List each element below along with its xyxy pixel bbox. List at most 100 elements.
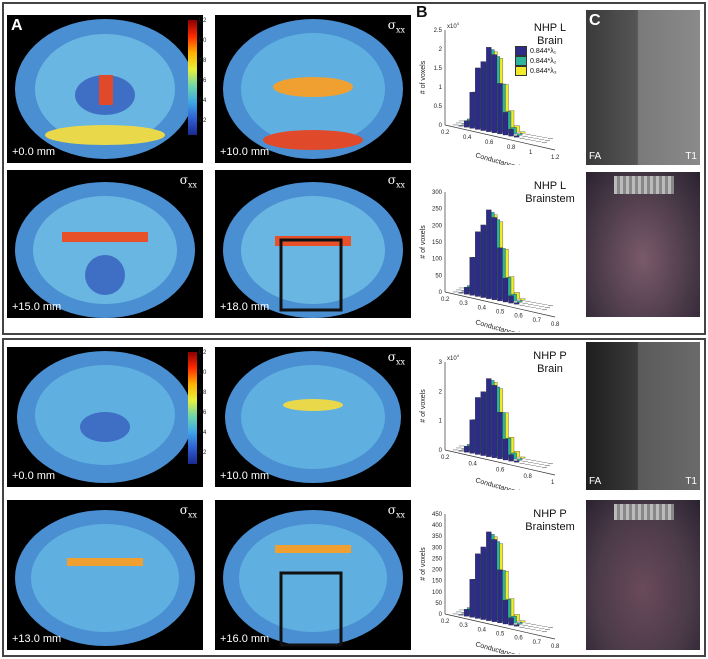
- brain-slice-image: [223, 182, 403, 318]
- y-tick-label: 250: [432, 207, 443, 213]
- x-tick-label: 0.4: [469, 461, 478, 467]
- histogram-bar: [502, 278, 509, 303]
- slice-position-label: +13.0 mm: [12, 633, 62, 645]
- x-tick-label: 0.3: [459, 623, 468, 629]
- histogram-bar: [513, 135, 520, 138]
- histogram-bar: [469, 257, 475, 296]
- histogram-bar: [480, 391, 486, 456]
- histogram-bar: [513, 624, 520, 627]
- legend-swatch: [515, 56, 527, 66]
- colorbar-tick: 0.2: [198, 118, 207, 124]
- histogram-title: NHP L Brain: [533, 22, 567, 47]
- histogram-nhp-l-brainstem: 300 250 200 150 100 50 00.2 0.3 0.4 0.5 0.6 0.7 0.8 #…: [420, 190, 560, 332]
- sigma-label: σxx: [179, 173, 197, 190]
- histogram-bar: [508, 617, 514, 626]
- slice-position-label: +16.0 mm: [220, 633, 270, 645]
- histogram-bar: [516, 458, 523, 461]
- histogram-nhp-l-brain: 2.5 2 1.5 1 0.5 00.2 0.4 0.6 0.8 1 1.2 # of voxels C…: [420, 21, 560, 165]
- legend-label: 0.844*λ₁: [530, 47, 557, 55]
- axis-multiplier: x104: [447, 21, 460, 30]
- histogram-nhp-p-brainstem: 450 400 350 300 250 200 150 100 50 00.2 0.3 0.4 0.5 0…: [420, 512, 560, 654]
- colorbar-tick: 1.0: [198, 38, 207, 44]
- slice-position-label: +0.0 mm: [12, 146, 56, 158]
- x-tick-label: 0.8: [524, 474, 533, 480]
- histogram-bar: [519, 456, 526, 459]
- slice-top-4: +18.0 mm σxx: [215, 170, 411, 318]
- slice-position-label: +18.0 mm: [220, 301, 270, 313]
- y-tick-label: 150: [432, 579, 443, 585]
- fa-t1-bottom: FA T1: [586, 342, 700, 490]
- histogram-bar: [516, 622, 523, 625]
- legend-swatch: [515, 66, 527, 76]
- histogram-bar: [463, 120, 470, 128]
- histogram-bar: [458, 292, 464, 294]
- slice-bottom-2: +10.0 mm σxx: [215, 347, 411, 487]
- x-axis-label: Conductance (S/m): [474, 641, 534, 654]
- histogram-bar: [497, 569, 503, 624]
- x-tick-label: 0.5: [496, 310, 505, 316]
- brain-slice-image: [15, 510, 195, 646]
- panel-label-c: C: [589, 12, 601, 29]
- colorbar-tick: 0.4: [198, 430, 207, 436]
- x-tick-label: 0.2: [441, 455, 450, 461]
- x-tick-label: 1.2: [551, 155, 560, 161]
- histogram-bar: [508, 295, 514, 304]
- y-tick-label: 2: [439, 389, 443, 395]
- y-tick-label: 0: [439, 290, 443, 296]
- y-tick-label: 300: [432, 190, 443, 196]
- tensor-glyph-strip: [614, 176, 674, 194]
- histogram-bar: [508, 128, 514, 137]
- histogram-bar: [480, 61, 486, 131]
- x-tick-label: 0.2: [441, 619, 450, 625]
- histogram-bar: [519, 620, 526, 623]
- brain-slice-image: [225, 351, 401, 483]
- fa-label: FA: [589, 476, 602, 487]
- histogram-bar: [502, 600, 509, 625]
- histogram-bar: [491, 539, 498, 622]
- histogram-bar: [480, 546, 486, 620]
- x-tick-label: 1: [529, 150, 533, 156]
- y-tick-label: 1.5: [434, 66, 443, 72]
- y-tick-label: 250: [432, 556, 443, 562]
- x-tick-label: 0.3: [459, 301, 468, 307]
- histogram-legend: 0.844*λ₁ 0.844*λ₂ 0.844*λ₃: [515, 46, 557, 76]
- histogram-bar: [513, 302, 520, 305]
- brain-slice-image: [223, 510, 403, 647]
- histogram-bar: [475, 397, 481, 455]
- tensor-map-top: [586, 172, 700, 317]
- y-tick-label: 100: [432, 590, 443, 596]
- colorbar-tick: 1.2: [198, 350, 207, 356]
- x-tick-label: 0.5: [496, 632, 505, 638]
- histogram-bar: [497, 83, 503, 135]
- legend-entry: 0.844*λ₁: [515, 46, 557, 56]
- histogram-bar: [458, 614, 464, 616]
- legend-swatch: [515, 46, 527, 56]
- y-tick-label: 400: [432, 523, 443, 529]
- histogram-bar: [486, 47, 492, 132]
- histogram-bar: [475, 67, 481, 130]
- x-tick-label: 0.4: [478, 627, 487, 633]
- panel-label-a: A: [11, 17, 23, 34]
- y-tick-label: 50: [435, 273, 442, 279]
- colorbar-tick: 0.2: [198, 450, 207, 456]
- y-tick-label: 150: [432, 240, 443, 246]
- tensor-glyph-strip: [614, 504, 674, 520]
- y-axis-label: # of voxels: [420, 547, 427, 581]
- histogram-bar: [513, 460, 520, 463]
- histogram-bar: [469, 92, 475, 129]
- slice-bottom-4: +16.0 mm σxx: [215, 500, 411, 650]
- histogram-bar: [463, 609, 470, 617]
- histogram-bar: [502, 112, 509, 136]
- x-tick-label: 0.6: [514, 314, 523, 320]
- colorbar-tick: 0.6: [198, 78, 207, 84]
- tensor-map-bottom: [586, 500, 700, 650]
- t1-label: T1: [685, 476, 697, 487]
- y-tick-label: 50: [435, 601, 442, 607]
- y-tick-label: 0: [439, 612, 443, 618]
- y-axis-label: # of voxels: [420, 60, 427, 94]
- y-axis-label: # of voxels: [420, 225, 427, 259]
- colorbar-bottom: [188, 352, 197, 464]
- x-axis-label: Conductance (S/m): [474, 152, 534, 165]
- y-tick-label: 3: [439, 360, 443, 366]
